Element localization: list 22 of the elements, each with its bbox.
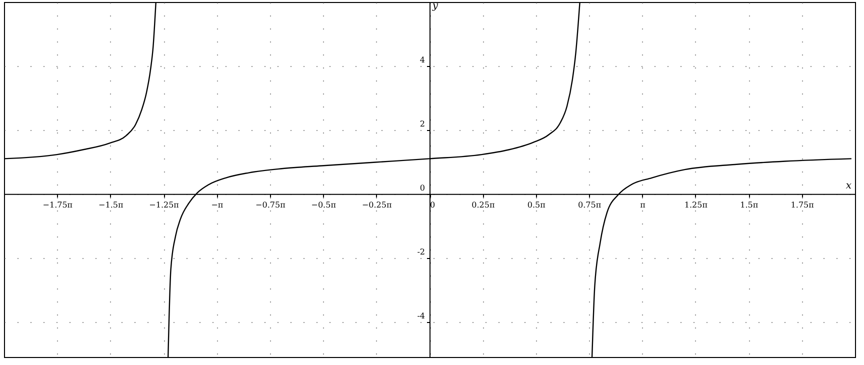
y-tick-label: 4 bbox=[420, 55, 425, 64]
x-tick-label: −1.5π bbox=[98, 200, 124, 210]
y-tick-label: 2 bbox=[420, 119, 425, 128]
x-tick-label: 1.75π bbox=[790, 200, 814, 210]
x-tick-label: 0.5π bbox=[527, 200, 546, 210]
x-tick-label: 0.75π bbox=[578, 200, 602, 210]
y-axis-title: y bbox=[431, 0, 438, 12]
y-tick-label: 0 bbox=[420, 183, 425, 192]
x-tick-label: 0 bbox=[430, 200, 436, 210]
x-tick-label: −1.25π bbox=[149, 200, 179, 210]
x-tick-label: 1.25π bbox=[684, 200, 708, 210]
x-tick-label: −1.75π bbox=[42, 200, 73, 210]
x-tick-label: 1.5π bbox=[740, 200, 758, 210]
x-axis-title: x bbox=[846, 180, 852, 192]
x-tick-label: π bbox=[640, 200, 646, 210]
x-tick-label: 0.25π bbox=[472, 200, 495, 210]
y-tick-label: -2 bbox=[417, 247, 425, 256]
x-tick-label: −0.25π bbox=[362, 200, 392, 210]
x-tick-label: −π bbox=[211, 200, 224, 210]
y-tick-label: -4 bbox=[417, 311, 425, 320]
x-tick-label: −0.75π bbox=[256, 200, 286, 210]
x-tick-label: −0.5π bbox=[311, 200, 336, 210]
